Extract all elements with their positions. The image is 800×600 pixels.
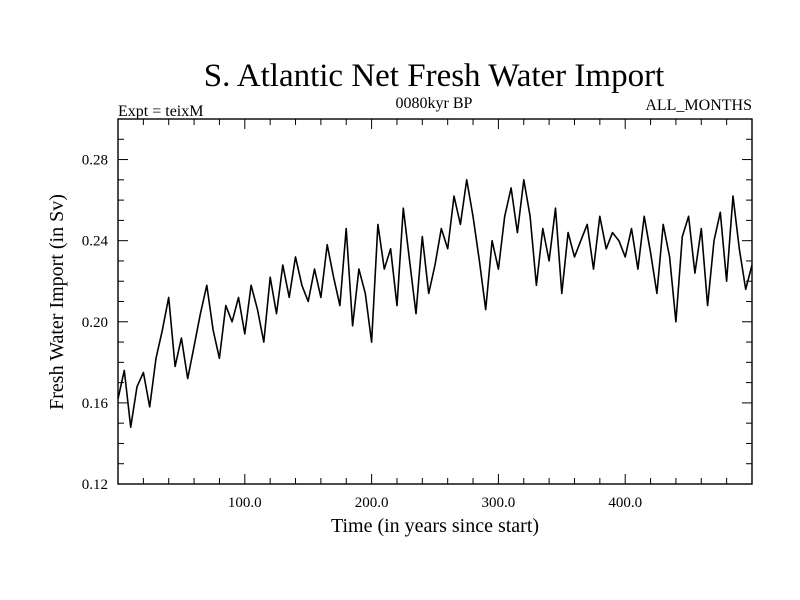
plot-frame	[117, 118, 753, 485]
y-tick-label: 0.24	[82, 234, 109, 250]
series-line	[117, 179, 753, 428]
y-tick-label: 0.28	[82, 153, 108, 169]
y-tick-label: 0.16	[82, 396, 109, 412]
y-tick-label: 0.12	[82, 477, 108, 493]
chart-title: S. Atlantic Net Fresh Water Import	[204, 58, 665, 94]
x-axis-label: Time (in years since start)	[331, 515, 539, 537]
period-label: 0080kyr BP	[396, 95, 473, 112]
y-axis-label: Fresh Water Import (in Sv)	[46, 194, 68, 410]
y-tick-label: 0.20	[82, 315, 108, 331]
experiment-label: Expt = teixM	[118, 103, 203, 120]
x-tick-label: 200.0	[355, 495, 389, 511]
x-tick-label: 400.0	[608, 495, 642, 511]
axis-ticks	[118, 119, 752, 484]
x-tick-label: 100.0	[228, 495, 262, 511]
months-label: ALL_MONTHS	[645, 97, 752, 114]
x-tick-label: 300.0	[482, 495, 516, 511]
axis-tick-labels: 100.0 200.0 300.0 400.0 0.12 0.16 0.20 0.24 0.28	[82, 153, 642, 511]
